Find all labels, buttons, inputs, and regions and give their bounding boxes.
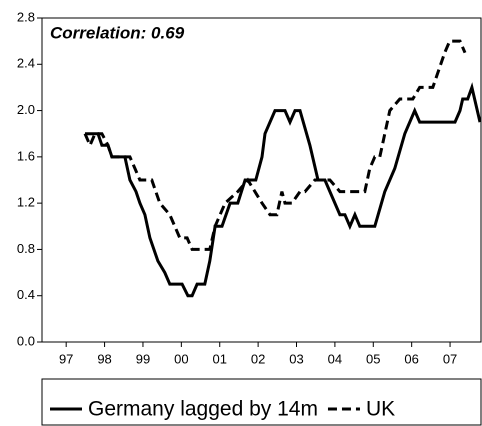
legend-box xyxy=(41,378,482,426)
series-line xyxy=(83,39,467,251)
x-tick-label: 03 xyxy=(289,351,303,366)
legend-label: UK xyxy=(366,398,395,421)
series-line xyxy=(85,82,482,298)
y-tick-label: 0.8 xyxy=(17,241,35,256)
y-tick-label: 2.8 xyxy=(17,9,35,24)
annotation: Correlation: 0.69 xyxy=(50,23,185,42)
x-tick-label: 01 xyxy=(212,351,226,366)
y-tick-label: 0.0 xyxy=(17,333,35,348)
y-tick-label: 1.6 xyxy=(17,148,35,163)
x-tick-label: 07 xyxy=(443,351,457,366)
x-tick-label: 02 xyxy=(251,351,265,366)
x-tick-label: 99 xyxy=(136,351,150,366)
y-tick-label: 1.2 xyxy=(17,195,35,210)
y-tick-label: 0.4 xyxy=(17,287,35,302)
x-tick-label: 97 xyxy=(59,351,73,366)
x-tick-label: 06 xyxy=(404,351,418,366)
x-tick-label: 98 xyxy=(97,351,111,366)
x-tick-label: 05 xyxy=(366,351,380,366)
x-tick-label: 00 xyxy=(174,351,188,366)
x-tick-label: 04 xyxy=(328,351,342,366)
y-tick-label: 2.4 xyxy=(17,56,35,71)
plot-frame xyxy=(41,17,482,343)
y-tick-label: 2.0 xyxy=(17,102,35,117)
legend-label: Germany lagged by 14m xyxy=(88,398,318,421)
